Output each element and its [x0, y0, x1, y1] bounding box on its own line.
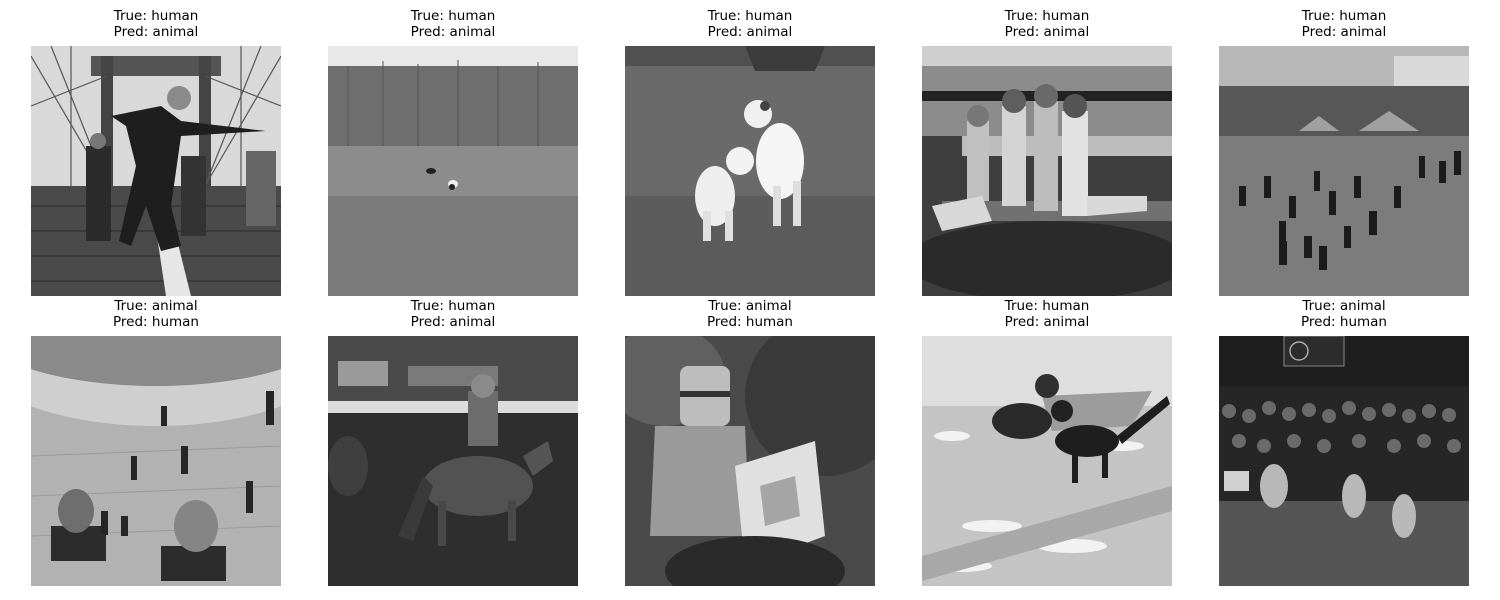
true-label: True: animal	[1302, 298, 1386, 314]
sample-image	[1219, 336, 1469, 586]
sample-image	[328, 46, 578, 296]
pred-label: Pred: animal	[1301, 24, 1387, 40]
sample-image	[922, 46, 1172, 296]
pred-label: Pred: animal	[1004, 314, 1090, 330]
sample-image	[1219, 46, 1469, 296]
true-label: True: human	[707, 8, 793, 24]
prediction-caption: True: human Pred: animal	[303, 298, 603, 330]
true-label: True: animal	[708, 298, 792, 314]
prediction-caption: True: human Pred: animal	[897, 8, 1197, 40]
sample-image	[31, 336, 281, 586]
prediction-caption: True: animal Pred: human	[1194, 298, 1494, 330]
prediction-caption: True: human Pred: animal	[303, 8, 603, 40]
pred-label: Pred: animal	[113, 24, 199, 40]
true-label: True: human	[410, 298, 496, 314]
sample-image	[31, 46, 281, 296]
true-label: True: animal	[114, 298, 198, 314]
pred-label: Pred: animal	[410, 24, 496, 40]
true-label: True: human	[113, 8, 199, 24]
true-label: True: human	[1301, 8, 1387, 24]
true-label: True: human	[1004, 8, 1090, 24]
sample-image	[922, 336, 1172, 586]
pred-label: Pred: animal	[410, 314, 496, 330]
pred-label: Pred: human	[113, 314, 199, 330]
sample-image	[328, 336, 578, 586]
prediction-caption: True: animal Pred: human	[6, 298, 306, 330]
pred-label: Pred: human	[1301, 314, 1387, 330]
prediction-caption: True: human Pred: animal	[6, 8, 306, 40]
pred-label: Pred: human	[707, 314, 793, 330]
sample-image	[625, 46, 875, 296]
true-label: True: human	[410, 8, 496, 24]
prediction-caption: True: human Pred: animal	[1194, 8, 1494, 40]
pred-label: Pred: animal	[1004, 24, 1090, 40]
prediction-caption: True: animal Pred: human	[600, 298, 900, 330]
sample-image	[625, 336, 875, 586]
prediction-caption: True: human Pred: animal	[600, 8, 900, 40]
pred-label: Pred: animal	[707, 24, 793, 40]
prediction-caption: True: human Pred: animal	[897, 298, 1197, 330]
true-label: True: human	[1004, 298, 1090, 314]
